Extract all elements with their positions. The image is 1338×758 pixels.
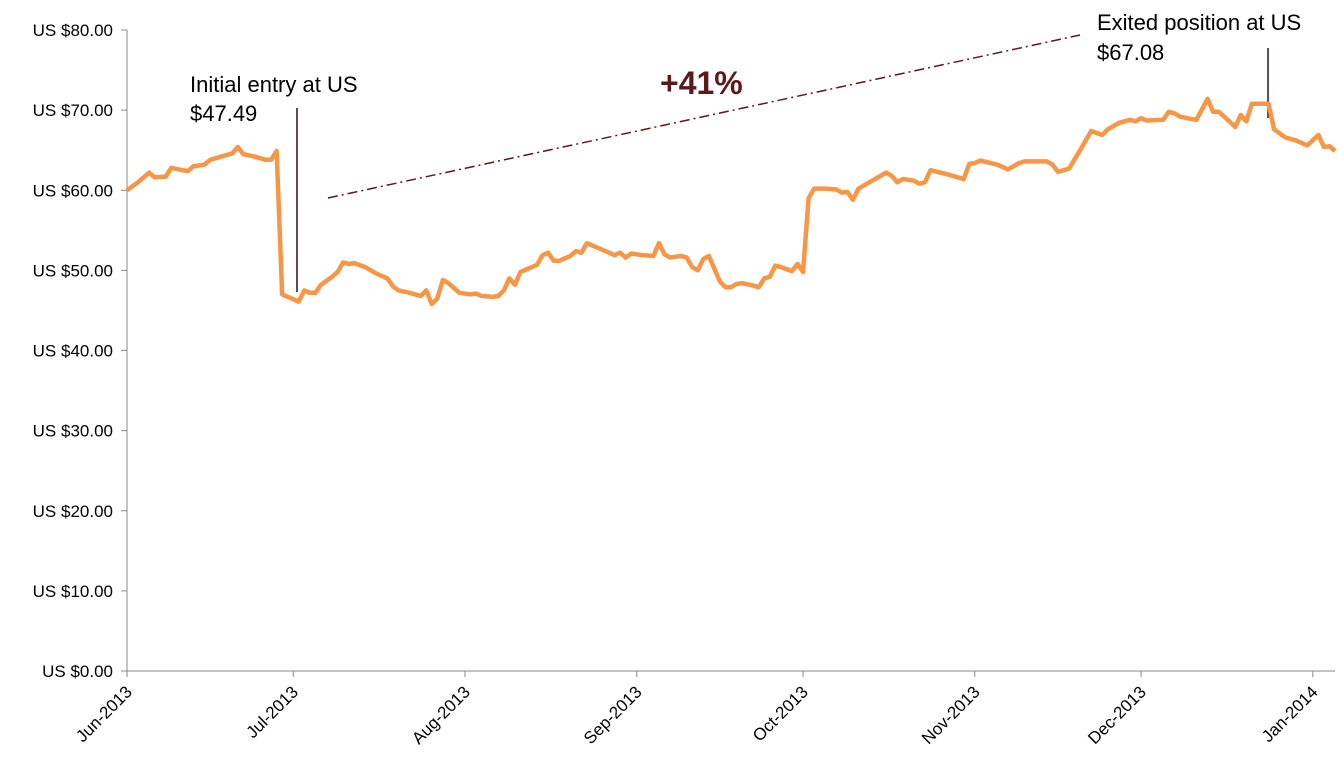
exit-label: Exited position at US xyxy=(1097,10,1301,35)
x-tick-label: Sep-2013 xyxy=(580,682,646,748)
y-tick-label: US $60.00 xyxy=(33,181,113,200)
y-tick-label: US $30.00 xyxy=(33,422,113,441)
price-line xyxy=(125,96,1337,307)
x-tick-label: Jan-2014 xyxy=(1258,682,1322,746)
y-tick-label: US $40.00 xyxy=(33,342,113,361)
entry-label: Initial entry at US xyxy=(190,72,358,97)
x-tick-label: Aug-2013 xyxy=(408,682,474,748)
exit-label: $67.08 xyxy=(1097,40,1164,65)
x-tick-label: Jun-2013 xyxy=(72,682,136,746)
entry-label: $47.49 xyxy=(190,101,257,126)
x-tick-label: Jul-2013 xyxy=(243,682,303,742)
y-tick-label: US $0.00 xyxy=(42,662,113,681)
y-tick-label: US $50.00 xyxy=(33,261,113,280)
x-tick-label: Dec-2013 xyxy=(1084,682,1150,748)
y-tick-label: US $10.00 xyxy=(33,582,113,601)
y-tick-label: US $70.00 xyxy=(33,101,113,120)
gain-label: +41% xyxy=(660,65,743,101)
y-tick-label: US $20.00 xyxy=(33,502,113,521)
gain-connector xyxy=(327,34,1081,199)
x-tick-label: Oct-2013 xyxy=(749,682,812,745)
y-tick-label: US $80.00 xyxy=(33,21,113,40)
x-tick-label: Nov-2013 xyxy=(918,682,984,748)
